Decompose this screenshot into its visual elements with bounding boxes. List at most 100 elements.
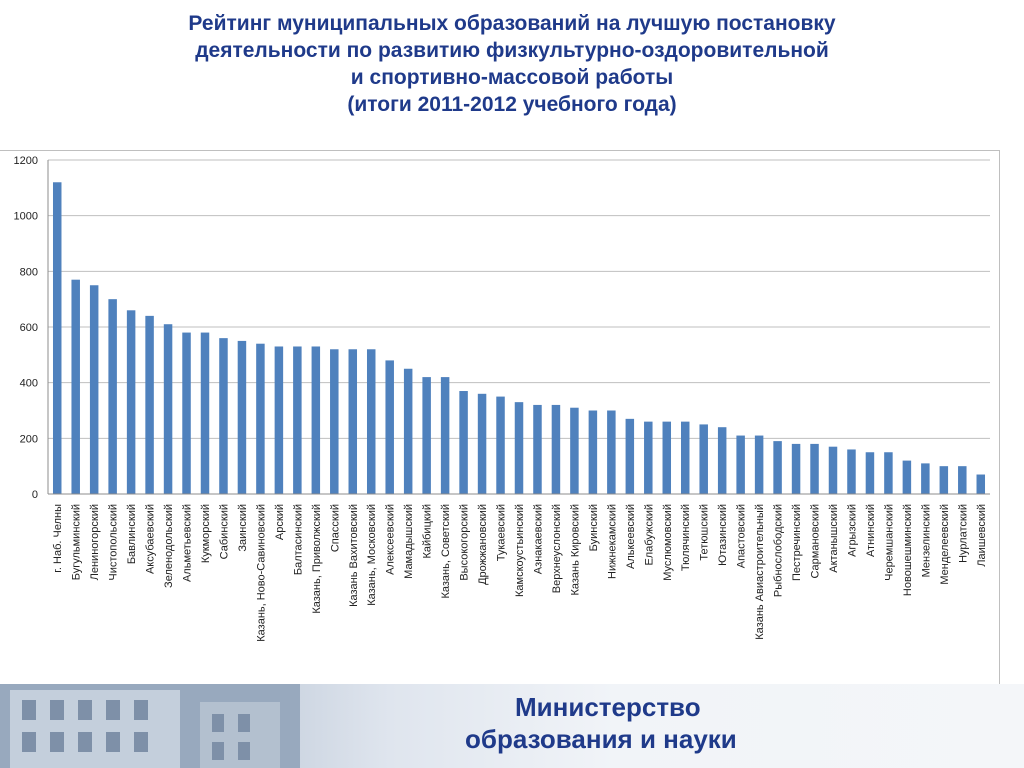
x-tick-label: Высокогорский <box>459 504 471 581</box>
bar <box>459 391 468 494</box>
bar <box>52 182 62 494</box>
title-line-2: деятельности по развитию физкультурно-оз… <box>195 39 829 62</box>
bar <box>791 443 801 494</box>
bar <box>939 466 949 494</box>
bar <box>219 338 228 494</box>
x-tick-label: Спасский <box>329 504 341 552</box>
bar <box>865 452 875 494</box>
x-tick-label: Новошешминский <box>902 504 914 596</box>
bar <box>921 463 930 494</box>
x-tick-label: Верхнеуслонский <box>551 504 563 593</box>
bar <box>348 349 358 494</box>
x-tick-label: Тетюшский <box>699 504 711 561</box>
y-tick-label: 200 <box>20 433 38 445</box>
x-tick-label: Агрызский <box>846 504 858 557</box>
bar <box>958 466 967 494</box>
x-tick-label: Азнакаевский <box>532 504 544 574</box>
x-tick-label: Камскоустьинский <box>514 504 526 597</box>
x-tick-label: Буинский <box>588 504 600 551</box>
x-tick-label: Казань, Ново-Савиновский <box>255 504 267 642</box>
x-tick-label: Аксубаевский <box>145 504 157 574</box>
x-tick-label: Черемшанский <box>883 504 895 581</box>
x-tick-label: Кукморский <box>200 504 212 563</box>
x-tick-label: Атнинский <box>865 504 877 557</box>
x-tick-label: Казань Авиастроительный <box>754 504 766 640</box>
y-tick-label: 0 <box>32 489 38 501</box>
y-tick-label: 800 <box>20 266 38 278</box>
bar <box>422 377 431 494</box>
bar <box>496 396 505 494</box>
bar <box>514 402 524 494</box>
bar <box>884 452 893 494</box>
bar <box>588 410 598 494</box>
bar <box>145 315 154 494</box>
x-tick-label: Кайбицкий <box>422 504 434 559</box>
title-line-1: Рейтинг муниципальных образований на луч… <box>188 12 836 35</box>
bar <box>366 349 376 494</box>
x-tick-label: Ютазинский <box>717 504 729 566</box>
bar <box>182 332 191 494</box>
ministry-logo-line-1: Министерство <box>515 692 701 722</box>
x-tick-label: Муслюмовский <box>662 504 674 581</box>
x-tick-label: Казань, Московский <box>366 504 378 606</box>
x-tick-label: Арский <box>274 504 286 540</box>
bar <box>736 435 745 494</box>
bar <box>200 332 210 494</box>
x-tick-label: Алькеевский <box>625 504 637 569</box>
x-tick-label: Елабужский <box>643 504 655 566</box>
bar <box>311 346 321 494</box>
bar <box>89 285 99 494</box>
bar <box>477 393 487 494</box>
bar <box>754 435 764 494</box>
title-line-3: и спортивно-массовой работы <box>350 66 674 89</box>
bar <box>440 377 450 494</box>
y-tick-label: 1200 <box>14 155 38 167</box>
title-line-4: (итоги 2011-2012 учебного года) <box>347 93 677 116</box>
bar <box>607 410 616 494</box>
bar <box>847 449 856 494</box>
x-tick-label: Мензелинский <box>920 504 932 577</box>
x-tick-label: Бугульминский <box>71 504 83 580</box>
bar <box>293 346 302 494</box>
bar <box>976 474 986 494</box>
bar <box>71 279 80 494</box>
bar <box>625 418 635 494</box>
building-image <box>0 684 300 768</box>
x-tick-label: Дрожжановский <box>477 504 489 585</box>
y-tick-label: 1000 <box>14 211 38 223</box>
bar <box>274 346 284 494</box>
x-tick-label: Тюлячинский <box>680 504 692 571</box>
x-tick-label: Лаишевский <box>976 504 988 567</box>
bar <box>163 324 173 494</box>
bar <box>108 299 117 494</box>
x-tick-label: Менделеевский <box>939 504 951 585</box>
x-tick-label: Заинский <box>237 504 249 552</box>
ministry-logo-line-2: образования и науки <box>465 724 737 754</box>
bar <box>385 360 394 494</box>
x-tick-label: Апастовский <box>736 504 748 568</box>
bar <box>810 443 819 494</box>
x-tick-label: Альметьевский <box>182 504 194 582</box>
x-tick-label: Зеленодольский <box>163 504 175 588</box>
bar <box>533 404 542 494</box>
bar <box>902 460 912 494</box>
x-tick-label: Чистопольский <box>108 504 120 581</box>
x-tick-label: Мамадышский <box>403 504 415 579</box>
x-tick-label: Пестречинский <box>791 504 803 581</box>
x-tick-label: Рыбнослободский <box>773 504 785 597</box>
bar-chart: 0 200 400 600 800 1000 1200 г. Наб. Челны Бугуль… <box>14 155 990 642</box>
bar <box>644 421 653 494</box>
x-tick-label: Казань Вахитовский <box>348 504 360 607</box>
bar <box>330 349 339 494</box>
x-tick-label: г. Наб. Челны <box>52 504 64 573</box>
x-tick-label: Балтасинский <box>292 504 304 575</box>
bar <box>256 343 265 494</box>
bar <box>551 404 561 494</box>
slide-title: Рейтинг муниципальных образований на луч… <box>0 10 1024 118</box>
x-tick-label: Казань, Приволжский <box>311 504 323 614</box>
x-tick-label: Казань Кировский <box>569 504 581 596</box>
y-tick-label: 400 <box>20 378 38 390</box>
bar <box>717 427 727 494</box>
x-tick-label: Лениногорский <box>89 504 101 580</box>
bar <box>699 424 708 494</box>
